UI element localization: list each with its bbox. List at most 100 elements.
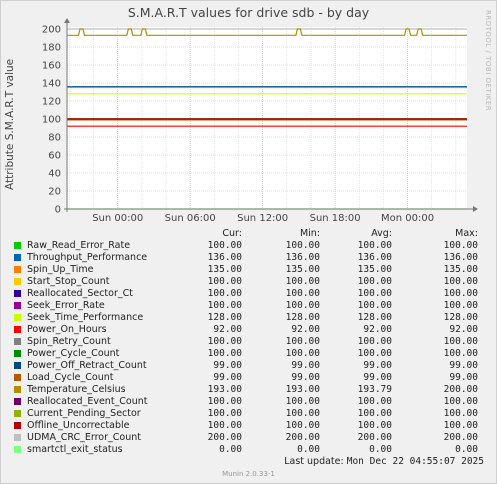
legend-swatch [14, 374, 21, 381]
legend-name: Start_Stop_Count [27, 276, 110, 287]
legend-row: Power_Cycle_Count 100.00 100.00 100.00 100.0… [0, 348, 497, 360]
legend-min: 100.00 [285, 300, 320, 311]
legend-max: 128.00 [443, 312, 478, 323]
legend-cur: 100.00 [207, 396, 242, 407]
legend-name: Offline_Uncorrectable [27, 420, 130, 431]
legend-max: 100.00 [443, 336, 478, 347]
legend-name: UDMA_CRC_Error_Count [27, 432, 141, 443]
legend-cur: 200.00 [207, 432, 242, 443]
legend-swatch [14, 302, 21, 309]
header-min: Min: [299, 228, 320, 239]
legend-cur: 128.00 [207, 312, 242, 323]
legend-swatch [14, 314, 21, 321]
x-tick-label: Sun 06:00 [165, 213, 216, 224]
legend-min: 100.00 [285, 396, 320, 407]
legend-name: Power_On_Hours [27, 324, 107, 335]
legend-row: smartctl_exit_status 0.00 0.00 0.00 0.00 [0, 444, 497, 456]
legend-swatch [14, 422, 21, 429]
legend-cur: 100.00 [207, 408, 242, 419]
legend-avg: 193.79 [357, 384, 392, 395]
legend-max: 100.00 [443, 396, 478, 407]
legend-avg: 92.00 [363, 324, 392, 335]
last-update: Last update: Mon Dec 22 04:55:07 2025 [0, 456, 484, 467]
legend-cur: 0.00 [219, 444, 242, 455]
x-axis-arrow [473, 206, 478, 212]
legend-swatch [14, 362, 21, 369]
header-max: Max: [455, 228, 478, 239]
legend-cur: 136.00 [207, 252, 242, 263]
legend-row: UDMA_CRC_Error_Count 200.00 200.00 200.00 20… [0, 432, 497, 444]
legend-row: Load_Cycle_Count 99.00 99.00 99.00 99.00 [0, 372, 497, 384]
legend-avg: 0.00 [369, 444, 392, 455]
header-cur: Cur: [222, 228, 242, 239]
legend-max: 99.00 [449, 360, 478, 371]
legend-max: 136.00 [443, 252, 478, 263]
legend-min: 100.00 [285, 348, 320, 359]
munin-version: Munin 2.0.33-1 [222, 470, 275, 478]
legend-row: Offline_Uncorrectable 100.00 100.00 100.00 1… [0, 420, 497, 432]
legend-max: 100.00 [443, 240, 478, 251]
legend-min: 193.00 [285, 384, 320, 395]
y-tick-label: 20 [48, 187, 61, 198]
legend-row: Reallocated_Sector_Ct 100.00 100.00 100.00 1… [0, 288, 497, 300]
legend-name: Spin_Up_Time [27, 264, 94, 275]
legend-min: 99.00 [291, 372, 320, 383]
legend-row: Start_Stop_Count 100.00 100.00 100.00 100.00 [0, 276, 497, 288]
legend-cur: 100.00 [207, 336, 242, 347]
legend-name: Power_Off_Retract_Count [27, 360, 147, 371]
legend-row: Current_Pending_Sector 100.00 100.00 100.00… [0, 408, 497, 420]
legend-avg: 100.00 [357, 408, 392, 419]
legend-max: 100.00 [443, 300, 478, 311]
legend-cur: 100.00 [207, 276, 242, 287]
legend-max: 100.00 [443, 276, 478, 287]
legend-min: 128.00 [285, 312, 320, 323]
legend-name: Spin_Retry_Count [27, 336, 111, 347]
legend-header: Cur: Min: Avg: Max: [0, 228, 497, 240]
legend-avg: 100.00 [357, 396, 392, 407]
legend-cur: 135.00 [207, 264, 242, 275]
legend-swatch [14, 254, 21, 261]
legend-min: 100.00 [285, 336, 320, 347]
last-update-label: Last update: [284, 456, 344, 467]
legend-max: 100.00 [443, 348, 478, 359]
legend-row: Throughput_Performance 136.00 136.00 136.00… [0, 252, 497, 264]
legend-avg: 100.00 [357, 348, 392, 359]
legend-avg: 100.00 [357, 288, 392, 299]
plot-area: 0 20 40 60 80 100 120 140 160 180 200 Sun 00:00 Sun … [42, 18, 478, 224]
legend-cur: 92.00 [213, 324, 242, 335]
legend-min: 100.00 [285, 276, 320, 287]
legend-min: 136.00 [285, 252, 320, 263]
x-tick-label: Sun 18:00 [310, 213, 361, 224]
legend-row: Spin_Up_Time 135.00 135.00 135.00 135.00 [0, 264, 497, 276]
legend-min: 200.00 [285, 432, 320, 443]
legend-max: 200.00 [443, 432, 478, 443]
x-tick-label: Sun 12:00 [237, 213, 288, 224]
legend-avg: 100.00 [357, 300, 392, 311]
legend-row: Power_Off_Retract_Count 99.00 99.00 99.00 99… [0, 360, 497, 372]
legend-swatch [14, 386, 21, 393]
legend-avg: 100.00 [357, 240, 392, 251]
legend-row: Power_On_Hours 92.00 92.00 92.00 92.00 [0, 324, 497, 336]
last-update-value: Mon Dec 22 04:55:07 2025 [346, 456, 484, 467]
legend-avg: 135.00 [357, 264, 392, 275]
legend-avg: 100.00 [357, 276, 392, 287]
legend-min: 92.00 [291, 324, 320, 335]
legend-swatch [14, 326, 21, 333]
legend-max: 99.00 [449, 372, 478, 383]
rrdtool-credit: RRDTOOL / TOBI OETIKER [484, 10, 492, 112]
header-avg: Avg: [371, 228, 392, 239]
legend-max: 0.00 [455, 444, 478, 455]
legend-cur: 99.00 [213, 360, 242, 371]
legend-swatch [14, 290, 21, 297]
legend-swatch [14, 278, 21, 285]
legend-max: 92.00 [449, 324, 478, 335]
chart-title: S.M.A.R.T values for drive sdb - by day [127, 5, 370, 20]
y-tick-label: 100 [42, 115, 61, 126]
legend-row: Spin_Retry_Count 100.00 100.00 100.00 100.00 [0, 336, 497, 348]
legend-min: 99.00 [291, 360, 320, 371]
legend-swatch [14, 446, 21, 453]
legend-name: Power_Cycle_Count [27, 348, 120, 359]
y-tick-label: 120 [42, 97, 61, 108]
series-line-temperature_celsius [67, 28, 467, 36]
legend-swatch [14, 266, 21, 273]
